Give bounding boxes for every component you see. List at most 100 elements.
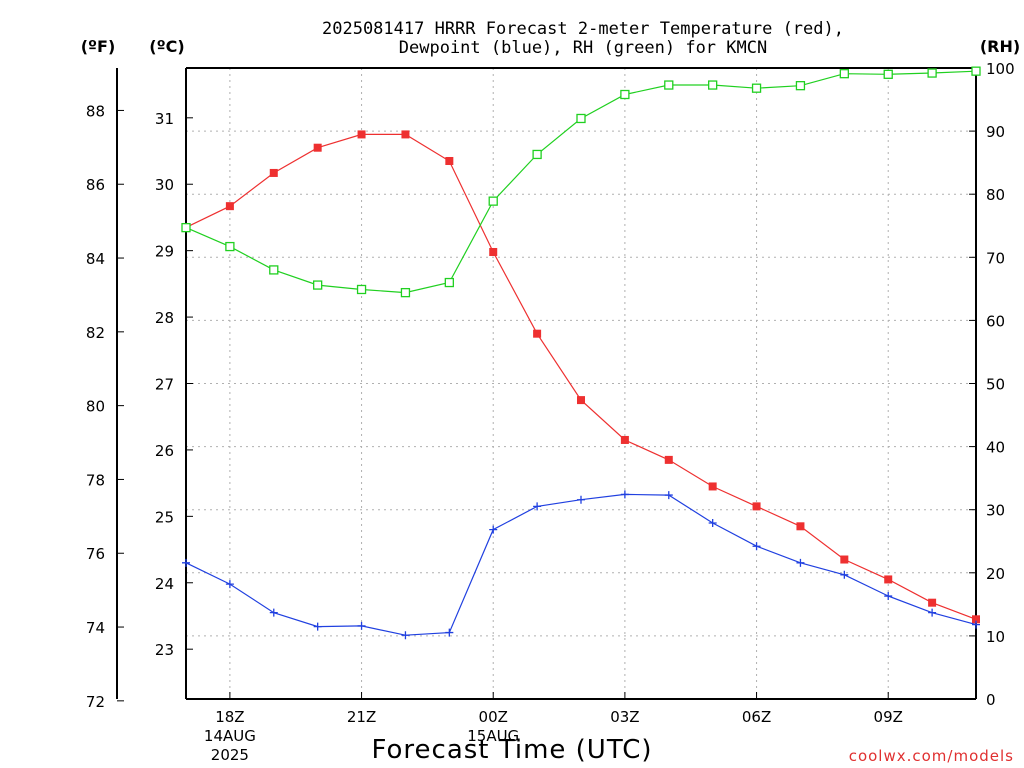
rh-tick-label: 70 bbox=[986, 249, 1005, 267]
celsius-tick-label: 24 bbox=[155, 575, 174, 593]
rh-tick-label: 60 bbox=[986, 312, 1005, 330]
dewpoint-point bbox=[620, 490, 629, 499]
rh-point bbox=[620, 89, 630, 100]
rh-tick-label: 10 bbox=[986, 628, 1005, 646]
x-axis-label: Forecast Time (UTC) bbox=[371, 735, 652, 765]
celsius-tick-label: 29 bbox=[155, 243, 174, 261]
celsius-unit-label: (ºC) bbox=[149, 37, 184, 56]
temperature-point bbox=[445, 156, 454, 165]
celsius-tick-label: 31 bbox=[155, 110, 174, 128]
rh-point bbox=[708, 80, 718, 90]
x-tick-label: 03Z bbox=[610, 708, 639, 726]
dewpoint-point bbox=[489, 525, 498, 534]
fahrenheit-tick-label: 84 bbox=[86, 250, 105, 268]
dewpoint-point bbox=[972, 620, 980, 629]
rh-tick-label: 100 bbox=[986, 60, 1015, 78]
fahrenheit-tick-label: 78 bbox=[86, 471, 105, 489]
temperature-point bbox=[972, 615, 980, 624]
axes: 23 24 25 26 27 28 29 30 31 72 74 76 78 80 82 84 86 88 0 10 2… bbox=[86, 60, 1015, 764]
x-tick-label: 09Z bbox=[874, 708, 903, 726]
temperature-point bbox=[796, 522, 805, 531]
temperature-point bbox=[840, 555, 849, 564]
temperature-point bbox=[928, 598, 937, 607]
dewpoint-point bbox=[533, 502, 542, 511]
temperature-point bbox=[884, 575, 893, 584]
x-tick-date-label: 14AUG bbox=[204, 727, 256, 745]
x-tick-label: 00Z bbox=[479, 708, 508, 726]
dewpoint-point bbox=[445, 628, 454, 637]
dewpoint-point bbox=[752, 542, 761, 551]
rh-tick-label: 30 bbox=[986, 502, 1005, 520]
dewpoint-point bbox=[357, 621, 366, 630]
celsius-tick-label: 27 bbox=[155, 376, 174, 394]
dewpoint-point bbox=[708, 518, 717, 527]
temperature-point bbox=[577, 396, 585, 405]
fahrenheit-tick-label: 74 bbox=[86, 619, 105, 637]
rh-point bbox=[181, 222, 191, 233]
temperature-point bbox=[708, 482, 717, 491]
rh-point bbox=[356, 284, 367, 295]
dewpoint-point bbox=[796, 558, 805, 567]
dewpoint-point bbox=[928, 608, 937, 617]
rh-point bbox=[664, 80, 674, 90]
grid-lines bbox=[186, 68, 976, 699]
rh-point bbox=[488, 196, 498, 206]
fahrenheit-tick-label: 82 bbox=[86, 324, 105, 342]
x-tick-label: 06Z bbox=[742, 708, 771, 726]
temperature-point bbox=[225, 202, 234, 211]
fahrenheit-tick-label: 86 bbox=[86, 176, 105, 194]
celsius-tick-label: 28 bbox=[155, 309, 174, 327]
data-series bbox=[181, 66, 981, 640]
rh-point bbox=[444, 277, 454, 288]
fahrenheit-tick-label: 76 bbox=[86, 545, 105, 563]
celsius-tick-label: 23 bbox=[155, 641, 174, 659]
credit-text: coolwx.com/models bbox=[849, 747, 1014, 765]
rh-point bbox=[751, 83, 762, 93]
rh-point bbox=[576, 113, 586, 124]
fahrenheit-tick-label: 72 bbox=[86, 693, 105, 711]
dewpoint-point bbox=[884, 592, 893, 601]
dewpoint-point bbox=[664, 491, 673, 500]
rh-unit-label: (RH) bbox=[980, 37, 1020, 56]
temperature-point bbox=[401, 130, 410, 139]
rh-point bbox=[532, 149, 542, 160]
rh-point bbox=[971, 66, 981, 76]
rh-point bbox=[400, 287, 411, 298]
chart-title-line1: 2025081417 HRRR Forecast 2-meter Tempera… bbox=[322, 19, 844, 39]
rh-point bbox=[927, 68, 937, 78]
dewpoint-point bbox=[225, 580, 234, 589]
temperature-point bbox=[489, 247, 498, 256]
celsius-tick-label: 30 bbox=[155, 176, 174, 194]
x-tick-label: 21Z bbox=[347, 708, 376, 726]
rh-point bbox=[795, 81, 806, 91]
rh-tick-label: 40 bbox=[986, 439, 1005, 457]
temperature-point bbox=[313, 143, 322, 152]
temperature-line bbox=[185, 133, 977, 620]
celsius-tick-label: 25 bbox=[155, 508, 174, 526]
x-tick-date-label: 15AUG bbox=[467, 727, 519, 745]
dewpoint-point bbox=[577, 495, 585, 504]
rh-tick-label: 20 bbox=[986, 565, 1005, 583]
chart-title-line2: Dewpoint (blue), RH (green) for KMCN bbox=[399, 38, 767, 58]
temperature-point bbox=[620, 435, 629, 444]
fahrenheit-tick-label: 80 bbox=[86, 398, 105, 416]
temperature-point bbox=[269, 168, 278, 177]
rh-point bbox=[269, 265, 279, 275]
rh-tick-label: 80 bbox=[986, 186, 1005, 204]
dewpoint-point bbox=[313, 622, 322, 631]
rh-tick-label: 90 bbox=[986, 123, 1005, 141]
rh-tick-label: 50 bbox=[986, 376, 1005, 394]
rh-line bbox=[185, 70, 977, 294]
dewpoint-point bbox=[401, 631, 410, 640]
rh-point bbox=[313, 280, 323, 290]
temperature-point bbox=[533, 329, 542, 338]
rh-point bbox=[839, 69, 849, 79]
dewpoint-point bbox=[182, 558, 190, 567]
rh-point bbox=[225, 241, 235, 252]
temperature-point bbox=[357, 130, 366, 139]
dewpoint-point bbox=[269, 608, 278, 617]
dewpoint-point bbox=[840, 570, 849, 579]
x-tick-year-label: 2025 bbox=[211, 746, 249, 764]
celsius-tick-label: 26 bbox=[155, 442, 174, 460]
